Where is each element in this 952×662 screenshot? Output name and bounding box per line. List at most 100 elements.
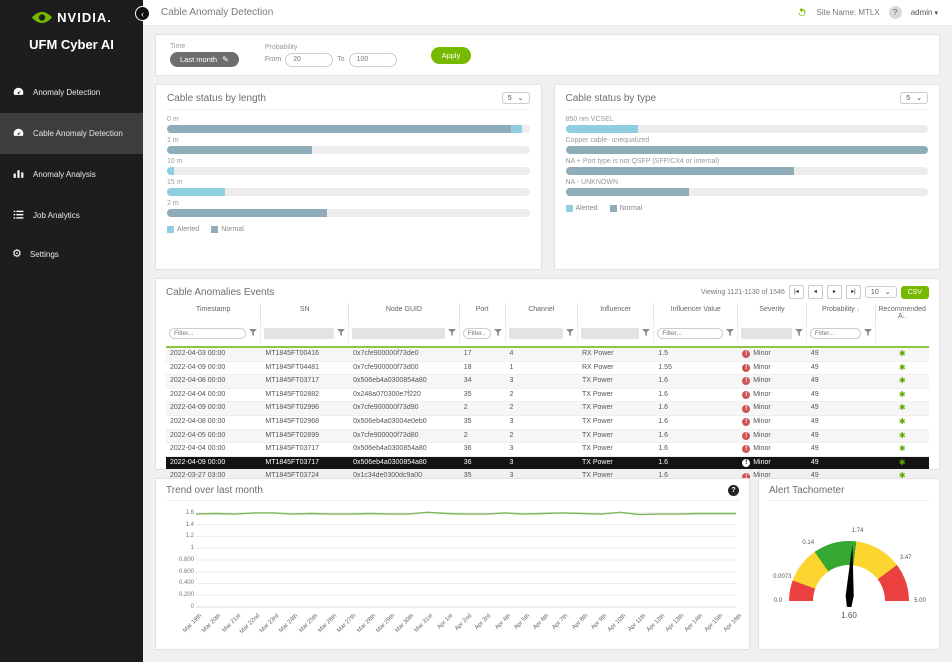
first-page-button[interactable]: |◂ <box>788 285 804 299</box>
table-row[interactable]: 2022-04-04 00:00 MT1845FT03717 0x506eb4a03… <box>166 443 929 457</box>
recommended-action-icon[interactable]: ✱ <box>898 376 906 386</box>
column-header-1[interactable]: SN <box>261 303 350 323</box>
sidebar-item-settings[interactable]: ⚙ Settings <box>0 236 143 273</box>
recommended-action-icon[interactable]: ✱ <box>898 349 906 358</box>
bar-track <box>565 146 928 154</box>
filter-funnel-icon[interactable] <box>794 324 803 342</box>
cell-channel: 2 <box>509 390 514 398</box>
filter-funnel-icon[interactable] <box>726 324 735 342</box>
cell-timestamp: 2022-03-27 03:00 <box>170 472 226 480</box>
cell-influencer-value: 1.6 <box>658 404 669 412</box>
trend-help-icon[interactable]: ? <box>728 485 739 496</box>
probability-to-input[interactable] <box>348 52 397 67</box>
cell-recommended-action: ✱ <box>876 443 929 456</box>
severity-label: Minor <box>753 404 771 412</box>
recommended-action-icon[interactable]: ✱ <box>898 403 906 413</box>
recommended-action-icon[interactable]: ✱ <box>898 416 906 426</box>
column-header-3[interactable]: Port <box>460 303 506 323</box>
sidebar-item-cable-anomaly-detection[interactable]: Cable Anomaly Detection <box>0 113 143 154</box>
cell-sn: MT1845FT04481 <box>265 363 320 371</box>
cell-sn: MT1845FT03717 <box>265 458 320 466</box>
table-row[interactable]: 2022-04-04 00:00 MT1845FT02882 0x248a07030… <box>166 389 929 403</box>
legend-swatch <box>565 205 573 212</box>
trend-ytick: 0.800 <box>178 556 194 563</box>
next-page-button[interactable]: ▸ <box>826 285 842 299</box>
chevron-down-icon: ⌄ <box>916 95 922 102</box>
filter-funnel-icon[interactable] <box>249 324 258 342</box>
cell-probability: 49 <box>810 431 819 439</box>
table-row[interactable]: 2022-04-08 00:00 MT1845FT02968 0x506eb4a03… <box>166 416 929 430</box>
sidebar-item-label: Cable Anomaly Detection <box>33 129 123 138</box>
column-header-7[interactable]: Severity <box>738 303 807 323</box>
recommended-action-icon[interactable]: ✱ <box>898 362 906 372</box>
bar-row: 850 nm VCSEL <box>565 116 928 133</box>
column-header-5[interactable]: Influencer <box>578 303 655 323</box>
type-chart-page-size-select[interactable]: 5 ⌄ <box>900 92 928 104</box>
column-header-8[interactable]: Probability ↓ <box>807 303 876 323</box>
last-page-button[interactable]: ▸| <box>845 285 861 299</box>
filter-input-3[interactable] <box>462 327 491 339</box>
recommended-action-icon[interactable]: ✱ <box>898 389 906 399</box>
severity-minor-icon: ! <box>742 418 751 427</box>
probability-from-input[interactable] <box>285 52 334 67</box>
table-row[interactable]: 2022-04-09 00:00 MT1845FT02996 0x7cfe90000… <box>166 402 929 416</box>
filter-funnel-icon[interactable] <box>642 324 651 342</box>
csv-export-button[interactable]: CSV <box>900 285 929 299</box>
page-size-select[interactable]: 10 ⌄ <box>864 286 897 298</box>
filter-cell-9 <box>876 323 929 343</box>
help-icon[interactable]: ? <box>888 6 902 19</box>
filter-disabled-box <box>352 327 445 339</box>
gauge-icon <box>12 126 25 141</box>
sidebar-item-anomaly-detection[interactable]: Anomaly Detection <box>0 72 143 113</box>
column-header-2[interactable]: Node GUID <box>349 303 460 323</box>
apply-button[interactable]: Apply <box>430 46 472 64</box>
trend-xtick: Mar 30th <box>394 613 416 634</box>
table-row[interactable]: 2022-04-05 00:00 MT1845FT02899 0x7cfe90000… <box>166 429 929 444</box>
sidebar-item-anomaly-analysis[interactable]: Anomaly Analysis <box>0 154 143 195</box>
filter-funnel-icon[interactable] <box>493 324 502 342</box>
table-row[interactable]: 2022-04-08 00:00 MT1845FT03717 0x506eb4a03… <box>166 375 929 389</box>
trend-xtick: Apr 10th <box>607 613 628 634</box>
table-row[interactable]: 2022-04-09 00:00 MT1845FT03717 0x506eb4a03… <box>166 456 929 471</box>
trend-xtick: Mar 20th <box>201 613 223 634</box>
cell-timestamp: 2022-04-08 00:00 <box>170 377 226 385</box>
cell-sn: MT1845FT00416 <box>265 350 320 357</box>
filter-funnel-icon[interactable] <box>447 324 456 342</box>
recommended-action-icon[interactable]: ✱ <box>898 471 906 481</box>
cell-influencer: TX Power <box>581 431 613 439</box>
alert-tachometer-gauge: 1.60 0.0 0.0073 0.14 1.74 3.47 5.00 <box>769 515 929 627</box>
column-header-0[interactable]: Timestamp <box>166 303 262 323</box>
cable-status-by-type-card: Cable status by type 5 ⌄ 850 nm VCSEL Cop… <box>553 84 940 270</box>
length-chart-page-size-select[interactable]: 5 ⌄ <box>501 92 530 104</box>
recommended-action-icon[interactable]: ✱ <box>898 457 906 467</box>
filter-input-0[interactable] <box>169 327 247 339</box>
bar-segment-normal <box>565 146 928 154</box>
bar-segment-alerted <box>167 167 175 175</box>
sidebar-item-job-analytics[interactable]: Job Analytics <box>0 195 143 236</box>
trend-xtick: Mar 28th <box>355 613 377 634</box>
refresh-icon[interactable] <box>796 7 808 19</box>
filter-input-6[interactable] <box>657 327 724 339</box>
table-row[interactable]: 2022-04-09 00:00 MT1845FT04481 0x7cfe90000… <box>166 362 929 376</box>
filter-funnel-icon[interactable] <box>565 324 574 342</box>
severity-label: Minor <box>753 431 771 439</box>
cell-channel: 2 <box>509 431 514 439</box>
recommended-action-icon[interactable]: ✱ <box>898 444 906 454</box>
filter-funnel-icon[interactable] <box>337 324 346 342</box>
recommended-action-icon[interactable]: ✱ <box>898 430 906 440</box>
user-menu[interactable]: admin ▾ <box>911 8 938 17</box>
trend-ytick: 1 <box>190 545 194 552</box>
column-header-6[interactable]: Influencer Value <box>654 303 739 323</box>
sidebar-collapse-button[interactable]: ‹ <box>135 6 150 21</box>
filter-input-8[interactable] <box>809 327 861 339</box>
table-row[interactable]: 2022-04-03 00:00 MT1845FT00416 0x7cfe90000… <box>166 348 929 362</box>
length-chart-legend: Alerted Normal <box>167 226 530 233</box>
severity-minor-icon: ! <box>742 363 751 372</box>
sidebar-item-label: Anomaly Detection <box>33 88 101 97</box>
time-range-button[interactable]: Last month ✎ <box>170 52 239 67</box>
column-header-9[interactable]: Recommended A.. <box>878 306 926 320</box>
column-header-4[interactable]: Channel <box>506 303 578 323</box>
prev-page-button[interactable]: ◂ <box>807 285 823 299</box>
filter-funnel-icon[interactable] <box>863 324 872 342</box>
bar-label: 850 nm VCSEL <box>565 116 614 123</box>
